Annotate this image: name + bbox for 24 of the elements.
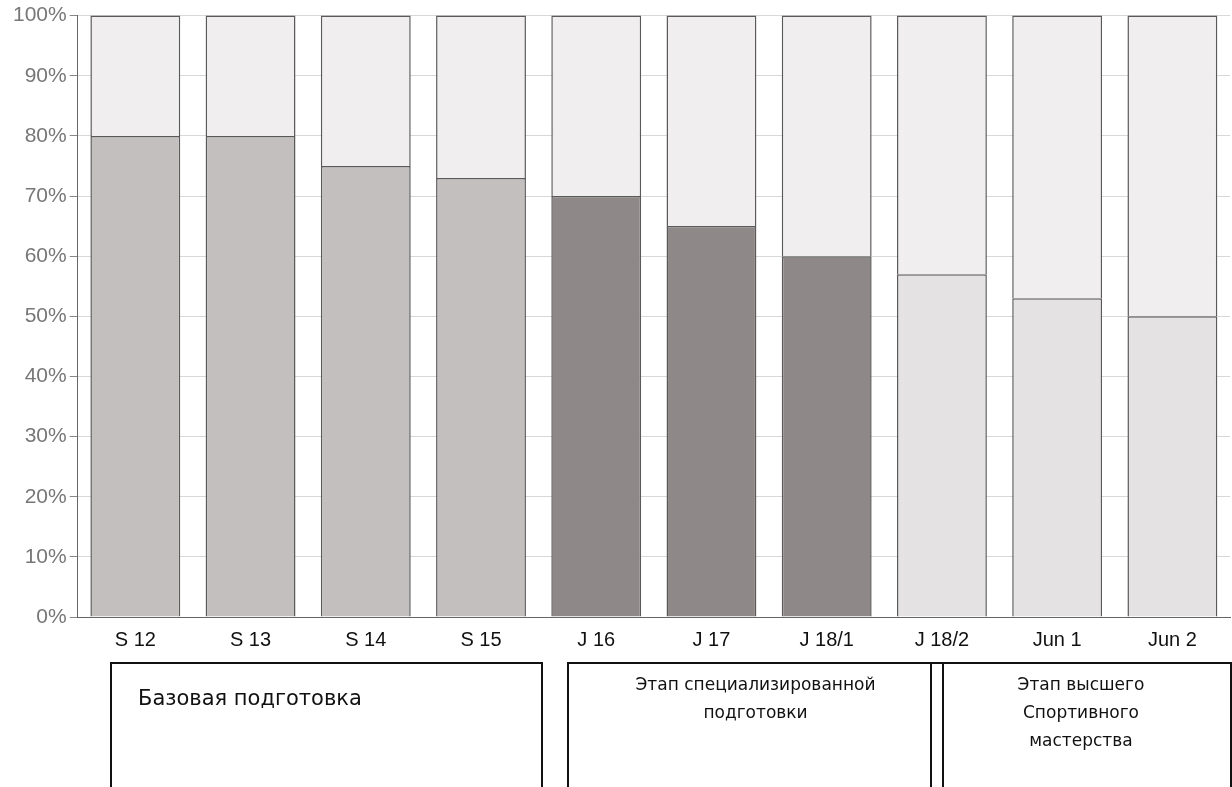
y-tick-label: 20%: [24, 483, 67, 507]
x-tick-label: Jun 2: [1147, 627, 1197, 650]
text: Этап высшего Спортивного мастерства: [930, 662, 1232, 787]
text: Этап специализированной подготовки: [567, 662, 944, 787]
y-tick-label: 90%: [24, 62, 67, 86]
y-tick-label: 100%: [12, 2, 67, 26]
x-tick-label: J 18/1: [799, 627, 854, 650]
x-tick-label: S 13: [229, 627, 272, 650]
y-tick-label: 80%: [24, 122, 67, 146]
x-tick-label: J 18/2: [914, 627, 970, 650]
x-tick-label: Jun 1: [1032, 627, 1082, 650]
x-tick-label: S 14: [345, 627, 387, 650]
x-tick-label: S 12: [114, 627, 156, 650]
y-tick-label: 30%: [24, 423, 67, 447]
y-tick-label: 50%: [24, 303, 67, 327]
x-tick-label: J 16: [577, 627, 616, 650]
y-tick-label: 70%: [24, 182, 67, 206]
y-tick-label: 10%: [24, 543, 67, 567]
y-tick-label: 60%: [24, 242, 67, 266]
y-tick-label: 0%: [36, 603, 67, 627]
x-tick-label: J 17: [692, 627, 731, 650]
text: Базовая подготовка: [110, 662, 543, 787]
x-tick-label: S 15: [460, 627, 502, 650]
y-tick-label: 40%: [24, 363, 67, 387]
